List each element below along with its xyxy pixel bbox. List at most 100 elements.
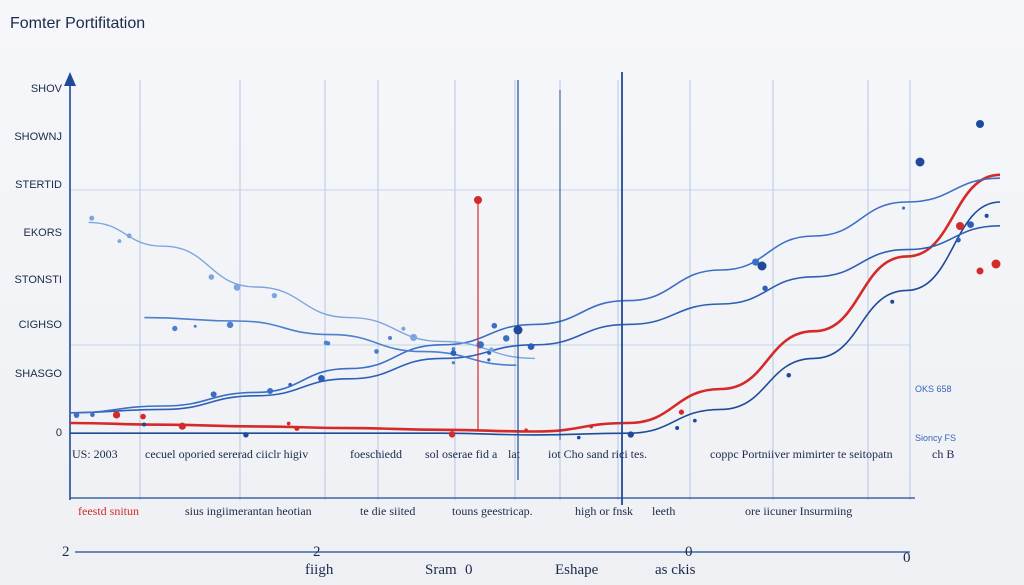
highlight-dot xyxy=(976,120,984,128)
scatter-dot xyxy=(576,435,581,440)
scatter-dot xyxy=(233,283,241,291)
scatter-dot xyxy=(527,343,535,350)
scatter-dot xyxy=(208,274,215,280)
scatter-dot xyxy=(502,335,510,342)
scatter-dot xyxy=(172,325,178,332)
scatter-dot xyxy=(451,361,455,365)
scatter-dot xyxy=(487,358,491,362)
scatter-dot xyxy=(984,213,989,218)
annotation-text: iot Cho sand rici tes. xyxy=(548,447,647,461)
chart-title: Fomter Portifitation xyxy=(10,15,145,32)
scatter-dot xyxy=(786,373,792,378)
x-tick-label: 0 xyxy=(685,544,693,560)
right-labels: OKS 658 Sioncy FS xyxy=(915,384,956,443)
series-line-blue-3 xyxy=(69,177,1001,414)
x-tick-label: Eshape xyxy=(555,562,599,578)
scatter-dot xyxy=(226,321,234,329)
annotation-text: touns geestricap. xyxy=(452,504,533,518)
scatter-dot xyxy=(90,412,95,418)
scatter-dot xyxy=(288,382,292,387)
y-tick-label: EKORS xyxy=(23,227,62,239)
scatter-dot xyxy=(491,322,498,329)
y-tick-label: 0 xyxy=(56,427,62,439)
annotation-row-1: US: 2003 cecuel oporied sererad ciiclr hi… xyxy=(72,447,954,461)
scatter-dot xyxy=(286,421,291,426)
scatter-dot xyxy=(178,422,186,430)
scatter-dot xyxy=(89,215,95,221)
scatter-dot xyxy=(117,239,122,243)
x-tick-label: as ckis xyxy=(655,562,696,578)
y-tick-label: CIGHSO xyxy=(19,319,63,331)
y-tick-label: STONSTI xyxy=(15,274,62,286)
annotation-text: leeth xyxy=(652,504,675,518)
annotation-text: feestd snitun xyxy=(78,504,139,518)
highlight-dot xyxy=(976,267,984,275)
scatter-dot xyxy=(589,424,594,429)
scatter-dot xyxy=(692,418,697,423)
scatter-dot xyxy=(112,411,121,419)
grid-layer xyxy=(70,80,911,500)
scatter-dots-layer xyxy=(73,120,1001,440)
series-line-blue-4 xyxy=(144,316,517,366)
annotation-row-2: feestd snitun sius ingiimerantan heotian t… xyxy=(78,504,852,518)
annotation-text: high or fnsk xyxy=(575,504,633,518)
y-tick-label: STERTID xyxy=(15,179,62,191)
annotation-text: sol oserae fid a xyxy=(425,447,498,461)
annotation-text: cecuel oporied sererad ciiclr higiv xyxy=(145,447,308,461)
scatter-dot xyxy=(890,299,895,304)
right-label: OKS 658 xyxy=(915,384,952,394)
scatter-dot xyxy=(675,426,680,431)
scatter-dot xyxy=(126,233,132,239)
x-tick-label: 0 xyxy=(903,550,911,566)
series-layer xyxy=(69,173,1001,436)
scatter-dot xyxy=(318,375,325,382)
scatter-dot xyxy=(448,431,456,438)
series-line-blue-1 xyxy=(69,201,1001,436)
annotation-text: US: 2003 xyxy=(72,447,118,461)
y-tick-labels: SHOV SHOWNJ STERTID EKORS STONSTI CIGHSO SHASG… xyxy=(14,83,62,439)
annotation-text: sius ingiimerantan heotian xyxy=(185,504,312,518)
series-line-red-baseline xyxy=(69,173,1001,433)
scatter-dot xyxy=(967,221,974,229)
scatter-dot xyxy=(752,258,760,266)
scatter-dot xyxy=(955,237,961,243)
highlight-dot xyxy=(956,222,964,230)
y-tick-label: SHOWNJ xyxy=(14,131,62,143)
y-tick-label: SHOV xyxy=(31,83,63,95)
annotation-text: ch B xyxy=(932,447,954,461)
highlight-dot xyxy=(915,157,925,167)
scatter-dot xyxy=(243,432,249,438)
scatter-dot xyxy=(271,292,278,299)
scatter-dot xyxy=(762,285,768,291)
scatter-dot xyxy=(488,347,494,353)
x-tick-label: fiigh xyxy=(305,562,334,578)
scatter-dot xyxy=(388,335,393,340)
scatter-dot xyxy=(901,206,906,210)
y-axis-arrow-icon xyxy=(64,72,76,86)
y-tick-label: SHASGO xyxy=(15,368,63,380)
scatter-dot xyxy=(410,333,418,341)
scatter-dot xyxy=(451,347,456,351)
scatter-dot xyxy=(267,387,274,394)
x-tick-label: 2 xyxy=(313,544,321,560)
x-tick-label: Sram xyxy=(425,562,457,578)
scatter-dot xyxy=(73,412,80,418)
scatter-dot xyxy=(678,409,685,415)
scatter-dot xyxy=(374,349,379,354)
scatter-dot xyxy=(450,350,457,356)
scatter-dot xyxy=(210,391,217,398)
highlight-dot xyxy=(757,261,767,271)
scatter-dot xyxy=(294,425,300,431)
series-line-blue-2 xyxy=(69,225,1001,414)
scatter-dot xyxy=(140,413,146,420)
annotation-text: ore iicuner Insurmiing xyxy=(745,504,852,518)
highlight-dot xyxy=(991,259,1001,269)
scatter-dot xyxy=(401,326,406,331)
annotation-text: foeschiedd xyxy=(350,447,402,461)
annotation-text: coppc Portniiver mimirter te seitopatn xyxy=(710,447,893,461)
series-line-light-blue xyxy=(88,221,536,360)
x-tick-labels: 2 2 fiigh Sram 0 0 Eshape as ckis 0 xyxy=(62,544,911,578)
scatter-dot xyxy=(323,340,329,346)
